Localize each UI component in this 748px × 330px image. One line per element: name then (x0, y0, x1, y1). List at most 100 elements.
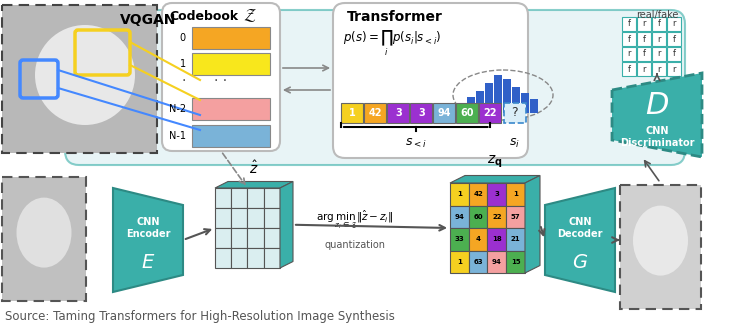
Bar (192, 98, 270, 120)
Text: 33: 33 (455, 236, 465, 242)
Text: $s_i$: $s_i$ (509, 137, 520, 150)
Text: 3: 3 (395, 108, 402, 118)
Bar (652, 17, 666, 31)
Polygon shape (215, 248, 231, 268)
Text: real/fake: real/fake (636, 10, 678, 20)
Text: CNN
Encoder: CNN Encoder (126, 217, 171, 239)
Bar (476, 91, 484, 113)
Text: 60: 60 (473, 214, 483, 220)
Text: 22: 22 (492, 214, 502, 220)
Polygon shape (488, 250, 506, 273)
Bar (622, 62, 636, 76)
Bar (620, 185, 701, 309)
Polygon shape (231, 208, 248, 228)
Bar (622, 47, 636, 61)
Text: $z_{\mathbf{q}}$: $z_{\mathbf{q}}$ (487, 154, 503, 171)
Text: $G$: $G$ (572, 252, 588, 272)
Polygon shape (231, 228, 248, 248)
Bar (622, 32, 636, 46)
Bar (479, 103, 501, 123)
Ellipse shape (35, 25, 135, 125)
Text: r: r (657, 35, 660, 44)
Text: Source: Taming Transformers for High-Resolution Image Synthesis: Source: Taming Transformers for High-Res… (5, 310, 395, 323)
Bar (652, 32, 666, 46)
Text: $D$: $D$ (645, 90, 669, 119)
Bar (622, 17, 636, 31)
Bar (192, 125, 270, 147)
Text: 3: 3 (418, 108, 425, 118)
Text: 15: 15 (511, 259, 521, 265)
Polygon shape (488, 206, 506, 228)
Bar (637, 17, 651, 31)
Polygon shape (506, 228, 525, 250)
FancyBboxPatch shape (65, 10, 685, 165)
Text: 94: 94 (438, 108, 451, 118)
Bar (458, 103, 466, 113)
Text: N-2: N-2 (169, 104, 186, 114)
Bar (667, 47, 681, 61)
Polygon shape (450, 228, 469, 250)
Text: r: r (672, 64, 675, 74)
Bar (192, 27, 270, 49)
Text: Codebook: Codebook (170, 11, 239, 23)
Text: 63: 63 (473, 259, 483, 265)
Text: ?: ? (511, 107, 518, 119)
Text: f: f (643, 50, 646, 58)
Polygon shape (248, 208, 264, 228)
Polygon shape (525, 176, 540, 273)
Text: f: f (628, 64, 631, 74)
Text: r: r (643, 19, 646, 28)
Text: 18: 18 (492, 236, 502, 242)
Bar (341, 103, 363, 123)
Polygon shape (231, 188, 248, 208)
Text: 21: 21 (511, 236, 521, 242)
Text: 4: 4 (476, 236, 481, 242)
Bar (494, 75, 502, 113)
Text: quantization: quantization (325, 240, 385, 250)
Bar (410, 103, 432, 123)
Text: $E$: $E$ (141, 252, 155, 272)
Bar (2, 177, 86, 301)
Text: r: r (657, 64, 660, 74)
Text: 60: 60 (461, 108, 474, 118)
Text: 57: 57 (511, 214, 521, 220)
Text: $p(s) = \prod_i\, p(s_i|s_{<i})$: $p(s) = \prod_i\, p(s_i|s_{<i})$ (343, 28, 441, 58)
Text: CNN
Discriminator: CNN Discriminator (620, 126, 694, 148)
Bar (652, 62, 666, 76)
Polygon shape (215, 182, 293, 188)
Polygon shape (506, 250, 525, 273)
Text: 94: 94 (492, 259, 502, 265)
Text: r: r (672, 19, 675, 28)
Text: f: f (657, 19, 660, 28)
Text: f: f (643, 35, 646, 44)
Polygon shape (488, 228, 506, 250)
Text: 94: 94 (455, 214, 465, 220)
Polygon shape (469, 228, 488, 250)
Bar (387, 103, 409, 123)
Bar (530, 99, 538, 113)
Ellipse shape (16, 198, 72, 268)
Text: r: r (643, 64, 646, 74)
Polygon shape (264, 248, 280, 268)
Bar (637, 62, 651, 76)
Bar (637, 32, 651, 46)
Polygon shape (450, 206, 469, 228)
Polygon shape (506, 206, 525, 228)
Bar (2, 5, 157, 153)
Text: f: f (672, 35, 675, 44)
Bar (433, 103, 455, 123)
Text: 1: 1 (349, 108, 356, 118)
Bar (637, 47, 651, 61)
Bar (667, 62, 681, 76)
Bar (364, 103, 386, 123)
Text: f: f (672, 50, 675, 58)
Polygon shape (248, 248, 264, 268)
Polygon shape (248, 228, 264, 248)
Bar (485, 83, 493, 113)
Polygon shape (215, 188, 231, 208)
Text: 42: 42 (473, 191, 483, 197)
Polygon shape (545, 188, 615, 292)
Text: N-1: N-1 (169, 131, 186, 141)
Polygon shape (280, 182, 293, 268)
Polygon shape (450, 250, 469, 273)
